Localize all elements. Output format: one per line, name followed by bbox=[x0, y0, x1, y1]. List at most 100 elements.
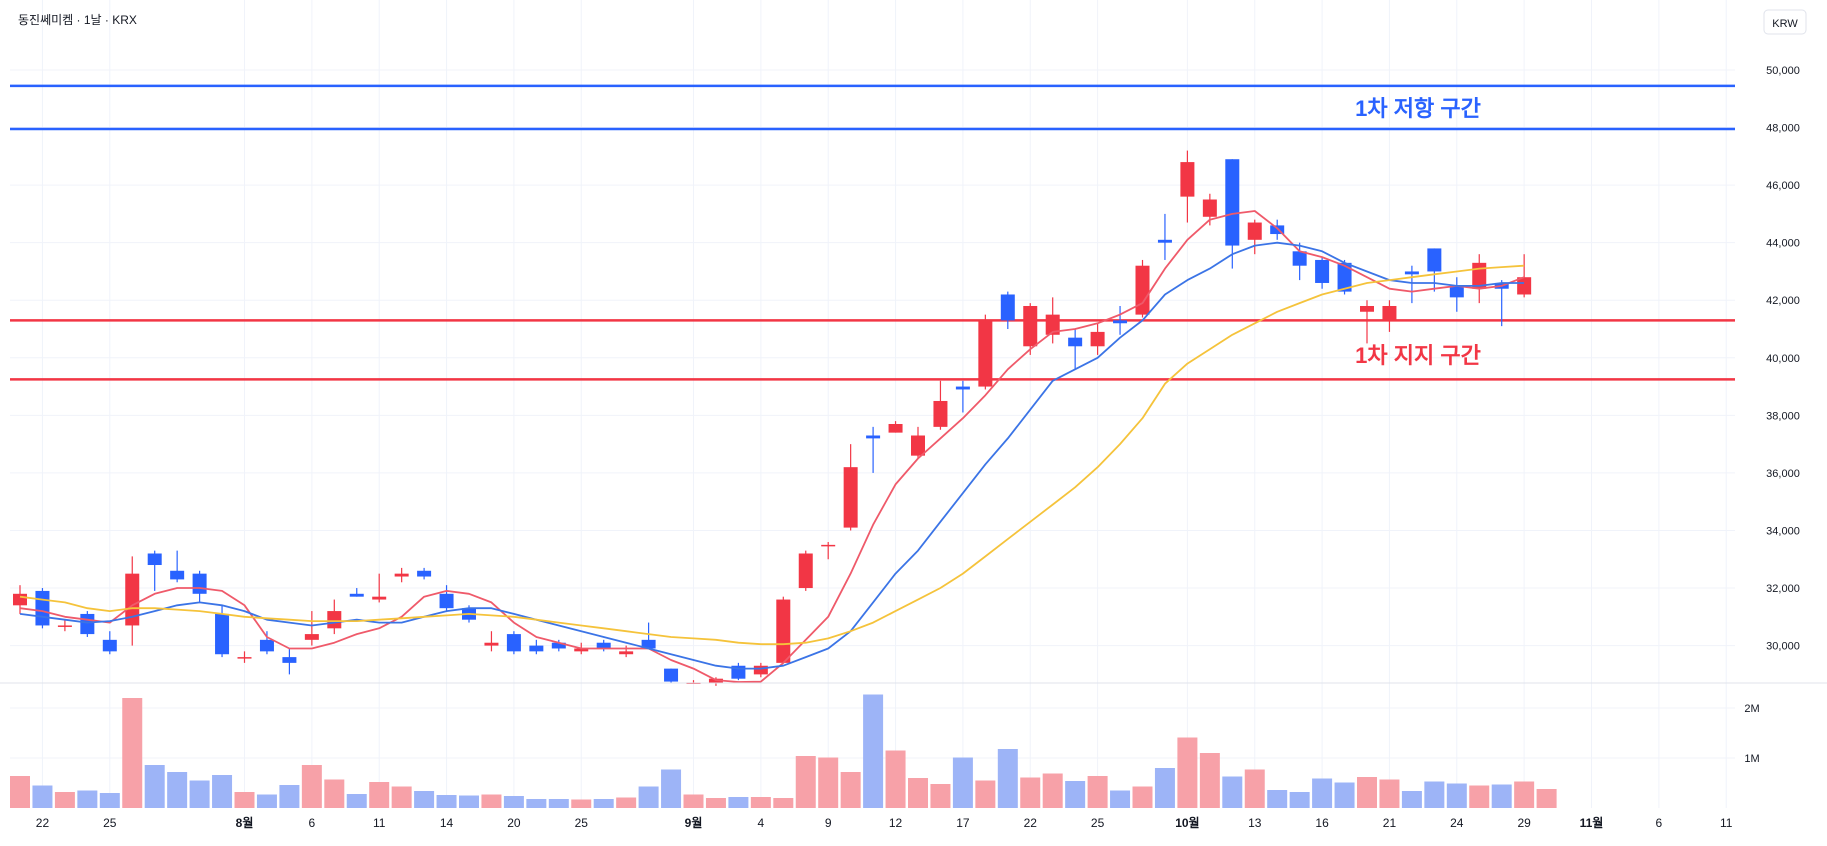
ma5-line bbox=[19, 210, 1525, 683]
volume-bar bbox=[54, 792, 75, 808]
candle-body bbox=[1023, 305, 1038, 347]
volume-bar bbox=[1199, 753, 1220, 808]
time-tick-label: 25 bbox=[1091, 816, 1105, 830]
resistance-zone-label: 1차 저항 구간 bbox=[1355, 96, 1481, 121]
candle-body bbox=[596, 642, 611, 649]
volume-bar bbox=[1536, 789, 1557, 808]
candle-body bbox=[147, 553, 162, 566]
volume-tick-label: 2M bbox=[1744, 703, 1759, 715]
candle-body bbox=[1113, 320, 1128, 324]
time-tick-label: 9월 bbox=[685, 815, 703, 830]
candle-body bbox=[798, 553, 813, 589]
candle-body bbox=[1517, 277, 1532, 295]
candle-body bbox=[506, 634, 521, 652]
candle-body bbox=[372, 596, 387, 600]
time-tick-label: 22 bbox=[36, 816, 50, 830]
candle-body bbox=[349, 593, 364, 597]
candle-body bbox=[1449, 285, 1464, 298]
time-axis[interactable]: 22 25 8월 6 11 14 20 25 9월 4 9 12 17 22 25 10월 13 16 21 24 29… bbox=[36, 815, 1733, 830]
candle-body bbox=[1292, 251, 1307, 266]
time-tick-label: 25 bbox=[575, 816, 589, 830]
volume-bar bbox=[593, 799, 614, 808]
candle-body bbox=[978, 320, 993, 387]
volume-bar bbox=[10, 776, 30, 808]
price-tick-label: 46,000 bbox=[1766, 180, 1800, 192]
time-tick-label: 29 bbox=[1517, 816, 1531, 830]
volume-bar bbox=[1401, 791, 1422, 808]
volume-bar bbox=[436, 795, 457, 808]
candle-body bbox=[664, 668, 679, 682]
price-tick-label: 36,000 bbox=[1766, 468, 1800, 480]
candle-body bbox=[394, 573, 409, 577]
price-levels bbox=[10, 84, 1735, 381]
candle-body bbox=[484, 642, 499, 646]
volume-bar bbox=[1446, 783, 1467, 808]
candle-body bbox=[1045, 314, 1060, 335]
volume-bar bbox=[795, 756, 816, 808]
candle-body bbox=[1360, 305, 1374, 312]
volume-bar bbox=[1132, 786, 1153, 808]
candle-body bbox=[1090, 331, 1105, 347]
candle-body bbox=[1000, 294, 1015, 321]
currency-label: KRW bbox=[1772, 18, 1798, 30]
candle-body bbox=[866, 435, 881, 439]
price-tick-label: 44,000 bbox=[1766, 238, 1800, 250]
volume-bar bbox=[1357, 777, 1377, 808]
candle-body bbox=[1427, 248, 1442, 272]
volume-bar bbox=[661, 769, 682, 808]
candle-body bbox=[1068, 337, 1083, 347]
volume-bar bbox=[818, 757, 839, 808]
volume-bar bbox=[616, 797, 637, 808]
volume-bar bbox=[1222, 776, 1243, 808]
time-tick-label: 25 bbox=[103, 816, 117, 830]
candle-body bbox=[955, 386, 970, 390]
candle-body bbox=[1202, 199, 1217, 217]
time-tick-label: 13 bbox=[1248, 816, 1262, 830]
candle-body bbox=[1225, 159, 1240, 246]
volume-bar bbox=[1379, 779, 1400, 808]
candle-body bbox=[641, 639, 656, 649]
price-tick-label: 34,000 bbox=[1766, 525, 1800, 537]
candle-body bbox=[259, 639, 274, 652]
candle-body bbox=[551, 642, 566, 649]
candle-body bbox=[1247, 222, 1262, 240]
currency-badge[interactable] bbox=[1763, 9, 1807, 35]
volume-bar bbox=[234, 792, 255, 808]
volume-bar bbox=[256, 794, 277, 808]
price-tick-label: 38,000 bbox=[1766, 410, 1800, 422]
candle-body bbox=[1404, 271, 1419, 275]
candle-body bbox=[215, 613, 230, 655]
candle-body bbox=[1270, 225, 1285, 235]
candle-body bbox=[888, 423, 903, 433]
volume-bar bbox=[212, 775, 233, 808]
volume-bar bbox=[414, 791, 435, 808]
candle-body bbox=[1382, 305, 1397, 321]
time-tick-label: 22 bbox=[1024, 816, 1038, 830]
volume-bar bbox=[705, 798, 726, 808]
volume-bar bbox=[481, 794, 502, 808]
price-axis[interactable]: 50,000 48,000 46,000 44,000 42,000 40,000 38,0… bbox=[1766, 65, 1800, 653]
time-tick-label: 16 bbox=[1315, 816, 1329, 830]
volume-bar bbox=[728, 797, 749, 808]
candle-body bbox=[753, 665, 768, 675]
volume-bar bbox=[571, 799, 592, 808]
time-tick-label: 17 bbox=[956, 816, 970, 830]
volume-bar bbox=[301, 765, 322, 808]
volume-bar bbox=[1289, 792, 1310, 808]
volume-bar bbox=[369, 782, 390, 808]
volume-bar bbox=[1469, 785, 1490, 808]
time-tick-label: 8월 bbox=[236, 815, 254, 830]
volume-bar bbox=[144, 765, 165, 808]
candle-body bbox=[327, 611, 342, 629]
candle-body bbox=[80, 613, 95, 635]
time-tick-label: 4 bbox=[758, 816, 765, 830]
ma20-line bbox=[19, 264, 1525, 646]
price-tick-label: 40,000 bbox=[1766, 353, 1800, 365]
price-tick-label: 48,000 bbox=[1766, 123, 1800, 135]
volume-bar bbox=[908, 778, 928, 808]
volume-bar bbox=[99, 793, 120, 808]
candle-body bbox=[35, 590, 50, 626]
